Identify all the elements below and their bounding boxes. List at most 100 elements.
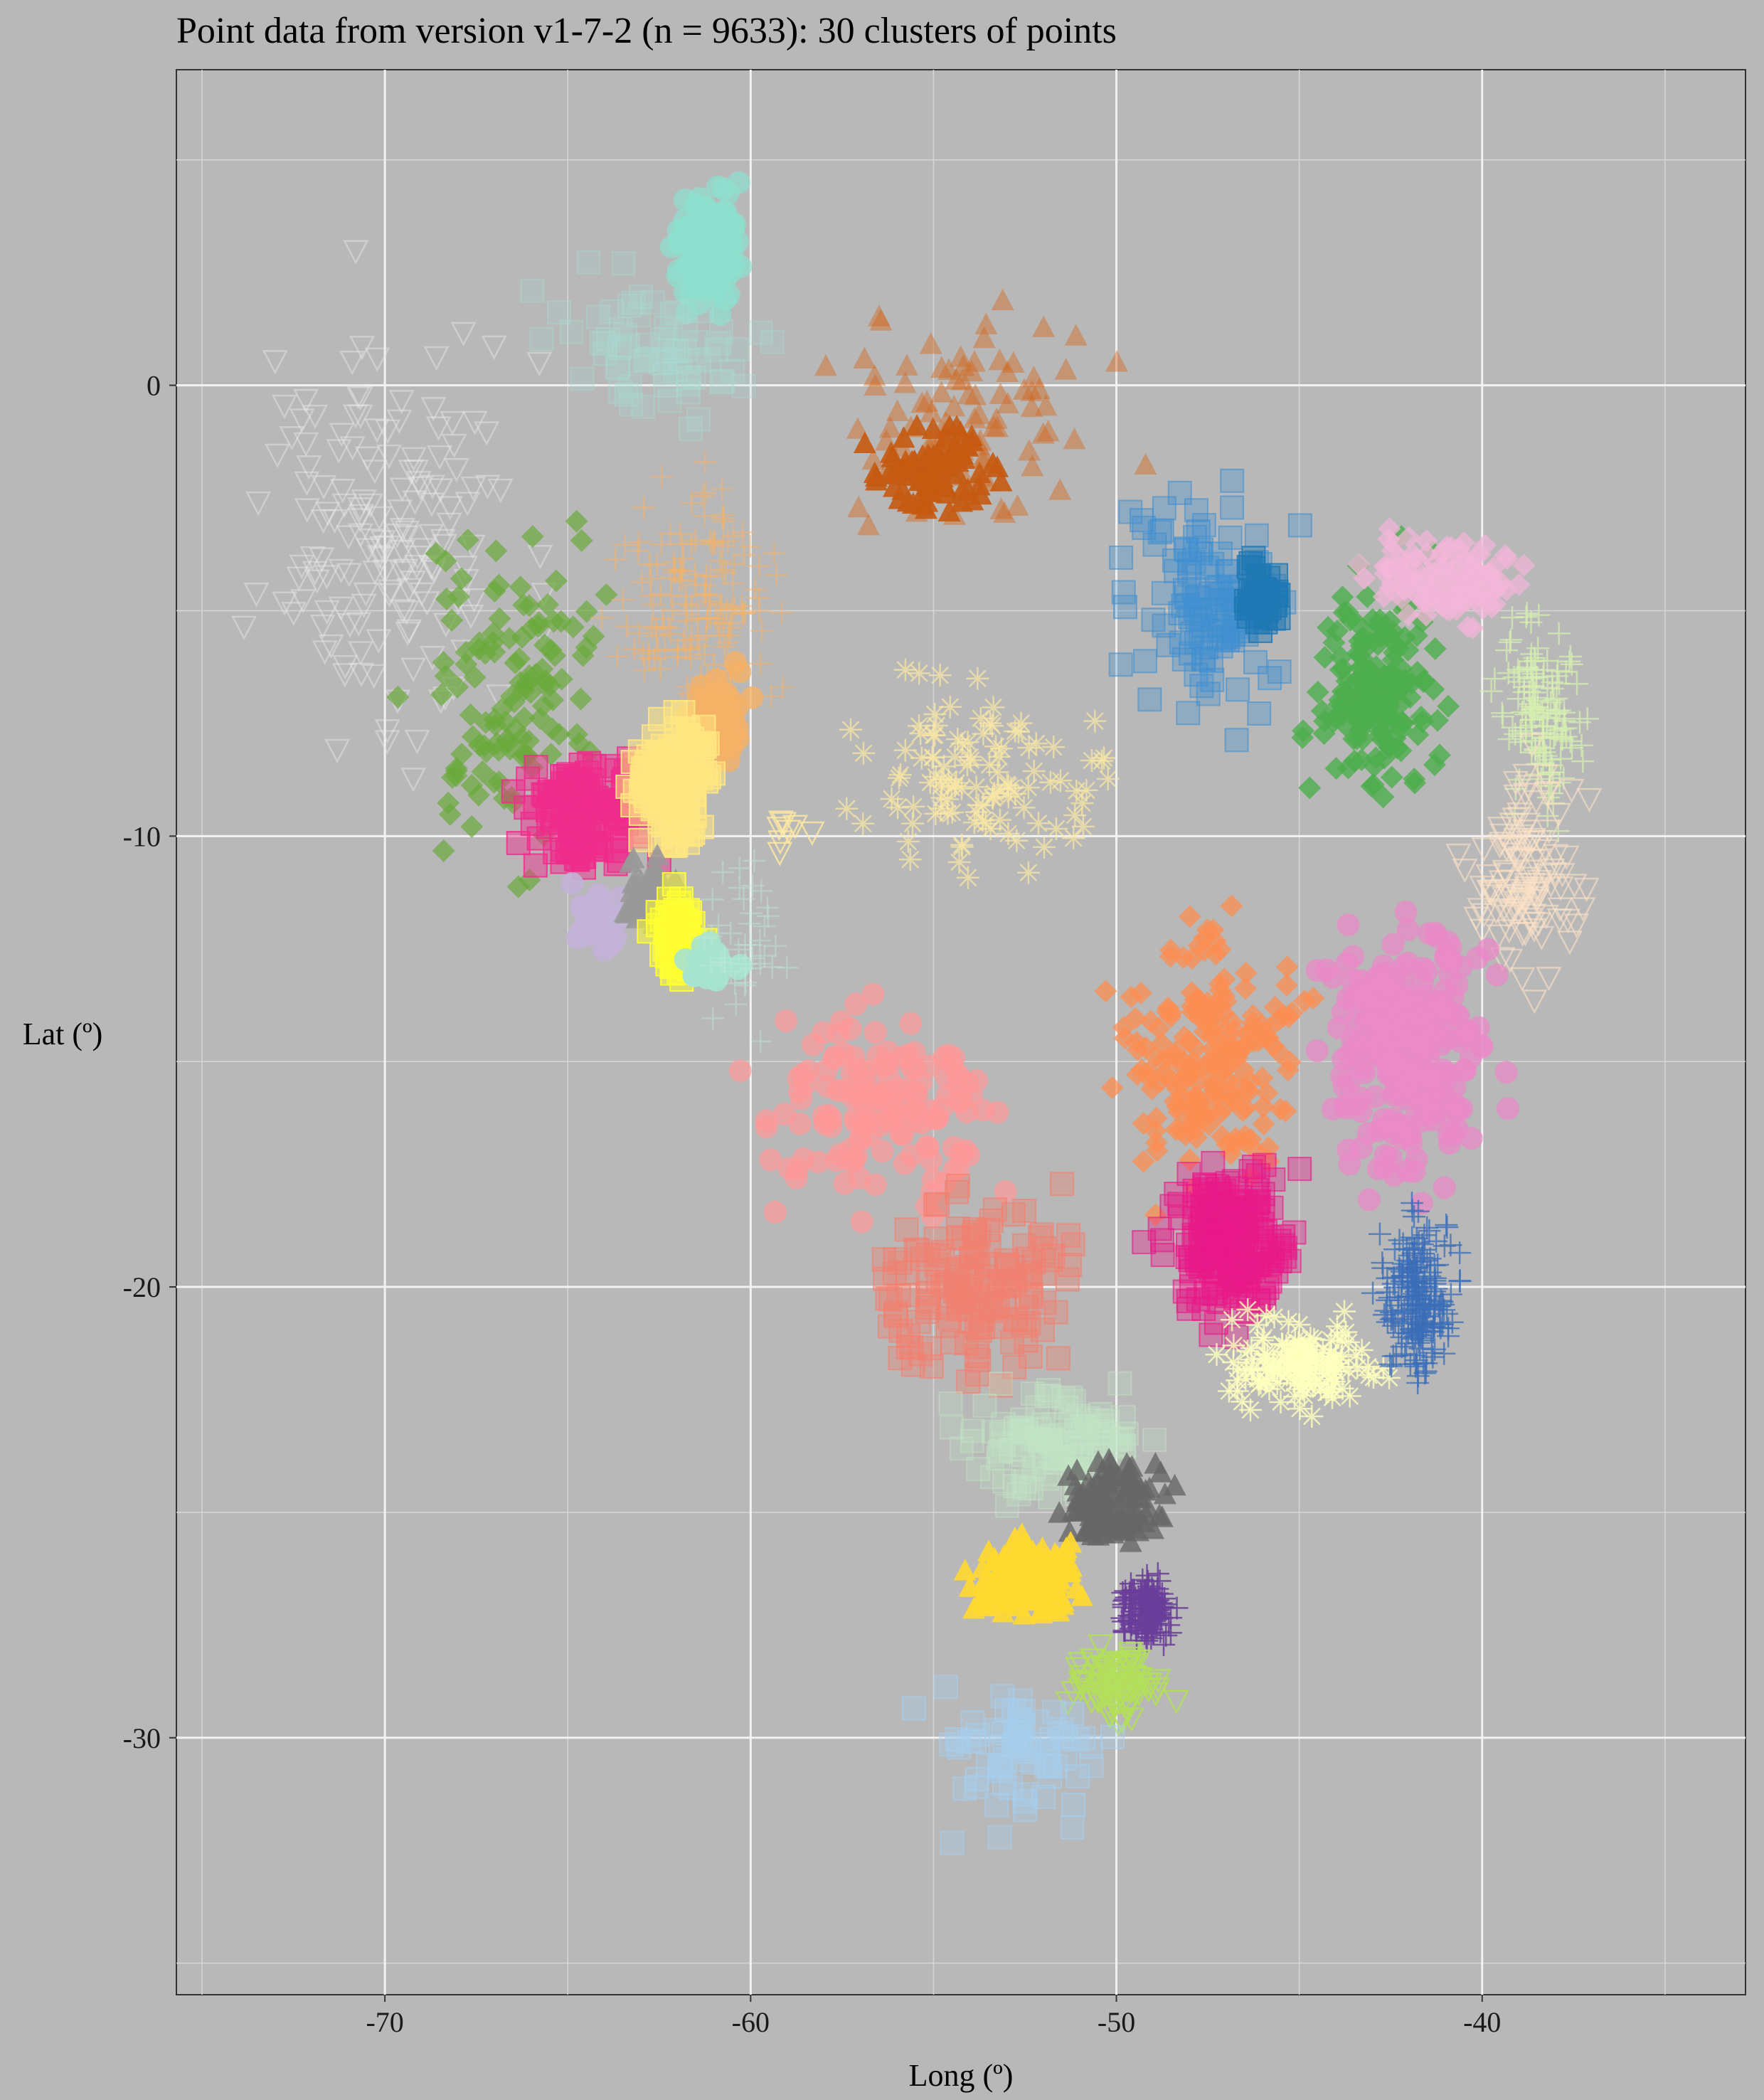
data-point <box>896 464 920 487</box>
data-point <box>748 320 773 345</box>
data-point <box>722 524 745 548</box>
data-point <box>775 1009 798 1032</box>
data-point <box>1006 720 1030 743</box>
data-point <box>835 797 859 820</box>
data-point <box>388 390 415 415</box>
data-point <box>1253 578 1277 603</box>
data-point <box>887 766 910 790</box>
data-point <box>659 327 684 351</box>
data-point <box>1014 1263 1039 1288</box>
data-point <box>957 1729 982 1754</box>
y-axis-label: Lat (º) <box>23 1017 103 1051</box>
data-point <box>458 604 484 630</box>
data-point <box>1006 494 1029 516</box>
data-point <box>849 1167 872 1190</box>
data-point <box>332 654 358 680</box>
data-point <box>455 640 478 664</box>
data-point <box>981 1419 1006 1444</box>
data-point <box>329 423 355 447</box>
data-point <box>1388 1005 1412 1029</box>
data-point <box>393 525 420 550</box>
data-point <box>529 327 554 351</box>
data-point <box>1206 1233 1231 1258</box>
data-point <box>915 390 939 412</box>
data-point <box>348 641 374 666</box>
data-point <box>928 664 952 687</box>
data-point <box>1142 1428 1167 1453</box>
data-point <box>684 573 708 597</box>
data-point <box>314 502 341 526</box>
data-point <box>667 348 692 373</box>
data-point <box>1450 955 1473 978</box>
data-point <box>701 888 724 911</box>
data-point <box>572 844 597 869</box>
data-point <box>456 529 479 552</box>
chart-title: Point data from version v1-7-2 (n = 9633… <box>176 11 1117 51</box>
data-point <box>1341 945 1364 968</box>
data-point <box>541 717 564 741</box>
data-point <box>1016 861 1040 884</box>
data-point <box>719 960 743 983</box>
data-point <box>510 625 533 649</box>
data-point <box>987 1440 1011 1465</box>
data-point <box>886 796 910 820</box>
data-point <box>888 487 911 509</box>
data-point <box>376 444 403 470</box>
data-point <box>362 561 388 585</box>
data-point <box>704 337 729 362</box>
data-point <box>400 447 427 472</box>
data-point <box>271 394 297 420</box>
data-point <box>1338 1384 1361 1408</box>
data-point <box>938 414 962 437</box>
data-point <box>967 402 991 425</box>
data-point <box>721 359 745 383</box>
data-point <box>1176 701 1201 726</box>
data-point <box>711 558 734 582</box>
data-point <box>942 394 966 417</box>
data-point <box>878 1287 903 1312</box>
data-point <box>1016 776 1040 800</box>
data-point <box>992 1295 1017 1320</box>
data-point <box>1411 956 1435 980</box>
data-point <box>1147 1216 1172 1241</box>
data-point <box>1021 455 1044 477</box>
data-point <box>441 433 467 459</box>
data-point <box>423 346 450 371</box>
data-point <box>655 901 680 926</box>
data-point <box>531 657 554 681</box>
data-point <box>750 879 773 903</box>
data-point <box>403 460 430 484</box>
data-point <box>418 492 445 517</box>
data-point <box>740 686 764 709</box>
data-point <box>1459 1045 1482 1068</box>
data-point <box>366 629 392 654</box>
data-point <box>1218 525 1243 550</box>
data-point <box>1244 523 1269 548</box>
data-point <box>661 599 684 622</box>
data-point <box>425 416 452 441</box>
data-point <box>1329 1355 1353 1379</box>
data-point <box>748 929 772 953</box>
data-point <box>931 1096 955 1119</box>
data-point <box>791 1063 814 1086</box>
data-point <box>349 662 375 687</box>
data-point <box>408 582 435 608</box>
data-point <box>985 415 1009 438</box>
data-point <box>1203 1197 1228 1221</box>
data-point <box>437 496 463 521</box>
data-point <box>1199 1322 1223 1347</box>
data-point <box>408 476 434 501</box>
data-point <box>1245 1313 1269 1337</box>
data-point <box>1042 736 1066 759</box>
data-point <box>435 588 458 611</box>
data-point <box>899 1012 923 1035</box>
data-point <box>877 462 900 484</box>
data-point <box>990 1271 1015 1295</box>
data-point <box>991 288 1014 311</box>
data-point <box>1300 1405 1324 1428</box>
data-point <box>997 822 1020 845</box>
data-point <box>608 379 633 404</box>
data-point <box>962 811 986 834</box>
data-point <box>394 621 421 647</box>
data-point <box>326 439 352 464</box>
